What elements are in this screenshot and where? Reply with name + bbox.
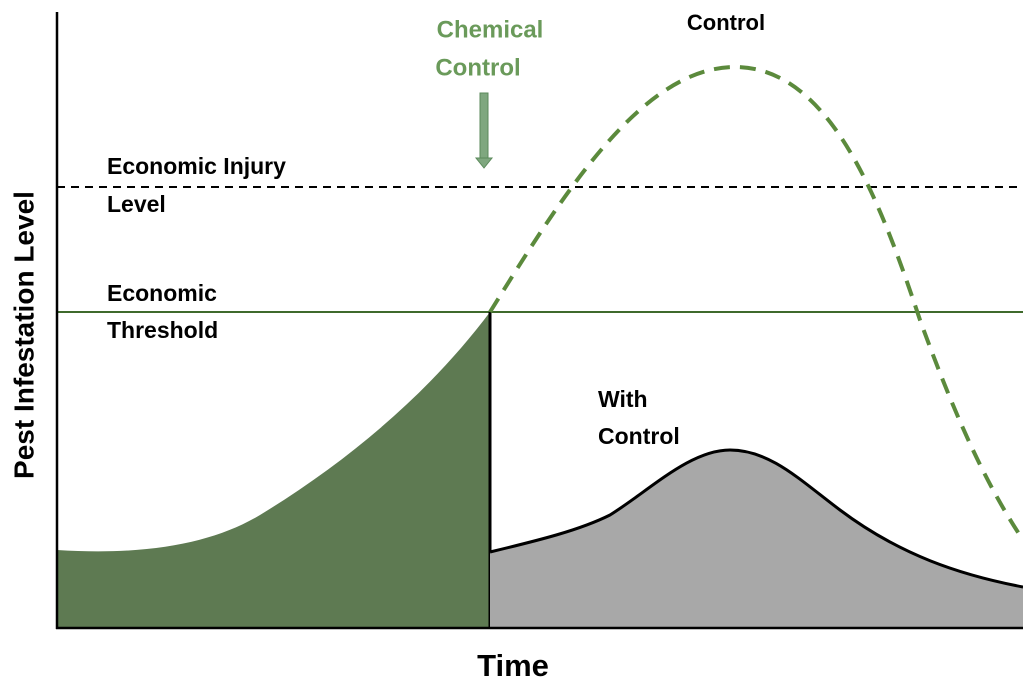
with-control-label: With xyxy=(598,386,648,412)
chemical-control-label: Control xyxy=(435,54,520,81)
with-control-label: Control xyxy=(598,423,680,449)
without-control-curve xyxy=(488,64,1023,542)
threshold-label: Threshold xyxy=(107,317,218,343)
pre-control-area xyxy=(57,312,490,628)
arrow-shaft xyxy=(479,92,489,160)
with-control-curve xyxy=(489,448,1023,589)
with-control-area xyxy=(490,450,1023,628)
x-axis-label: Time xyxy=(477,648,549,682)
without-control-label: Control xyxy=(687,10,765,35)
threshold-label: Economic xyxy=(107,280,217,306)
arrow-head xyxy=(474,157,494,169)
injury-level-label: Level xyxy=(107,191,166,217)
y-axis-label: Pest Infestation Level xyxy=(8,191,39,479)
injury-level-label: Economic Injury xyxy=(107,153,286,179)
chemical-control-label: Chemical xyxy=(437,16,544,43)
